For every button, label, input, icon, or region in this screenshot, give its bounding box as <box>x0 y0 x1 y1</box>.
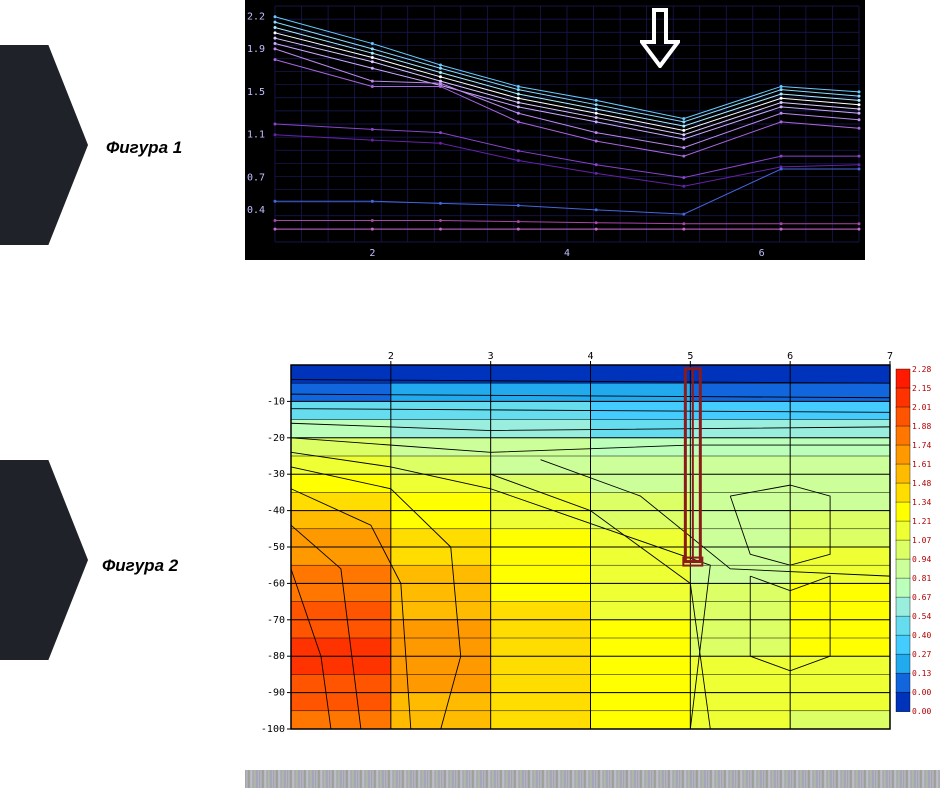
svg-text:2: 2 <box>369 248 375 259</box>
svg-text:0.54: 0.54 <box>912 612 931 621</box>
svg-text:1.34: 1.34 <box>912 498 931 507</box>
svg-text:0.27: 0.27 <box>912 650 931 659</box>
figure2-marker <box>0 460 88 660</box>
svg-text:-30: -30 <box>267 469 285 480</box>
svg-text:-100: -100 <box>261 724 285 735</box>
figure1-marker <box>0 45 88 245</box>
svg-text:-60: -60 <box>267 578 285 589</box>
svg-text:7: 7 <box>887 351 893 362</box>
figure1-label: Фигура 1 <box>106 138 182 158</box>
svg-text:0.13: 0.13 <box>912 669 931 678</box>
svg-text:1.9: 1.9 <box>247 44 265 55</box>
figure1-chart: 0.4 0.7 1.1 1.5 1.9 2.2 2 4 6 <box>245 0 865 260</box>
down-arrow-icon <box>640 8 680 68</box>
svg-text:2.15: 2.15 <box>912 384 931 393</box>
svg-text:2: 2 <box>388 351 394 362</box>
svg-text:1.48: 1.48 <box>912 479 931 488</box>
svg-text:-90: -90 <box>267 688 285 699</box>
svg-text:2.2: 2.2 <box>247 12 265 23</box>
svg-text:4: 4 <box>564 248 570 259</box>
figure2-chart: 2 3 4 5 6 7 -10 -20 -30 -40 -50 -60 -70 -80 -90 -100 2.2… <box>245 345 940 735</box>
svg-text:0.67: 0.67 <box>912 593 931 602</box>
svg-text:0.81: 0.81 <box>912 574 931 583</box>
svg-text:2.28: 2.28 <box>912 365 931 374</box>
svg-text:0.94: 0.94 <box>912 555 931 564</box>
svg-text:1.88: 1.88 <box>912 422 931 431</box>
svg-text:1.61: 1.61 <box>912 460 931 469</box>
svg-text:0.00: 0.00 <box>912 688 931 697</box>
svg-text:1.07: 1.07 <box>912 536 931 545</box>
svg-text:5: 5 <box>687 351 693 362</box>
svg-text:1.21: 1.21 <box>912 517 931 526</box>
svg-text:3: 3 <box>488 351 494 362</box>
svg-text:6: 6 <box>759 248 765 259</box>
svg-text:-80: -80 <box>267 651 285 662</box>
svg-text:1.74: 1.74 <box>912 441 931 450</box>
svg-text:-10: -10 <box>267 396 285 407</box>
svg-text:0.40: 0.40 <box>912 631 931 640</box>
svg-text:2.01: 2.01 <box>912 403 931 412</box>
noise-strip <box>245 770 940 788</box>
svg-text:-70: -70 <box>267 615 285 626</box>
svg-text:1.1: 1.1 <box>247 130 265 141</box>
svg-text:4: 4 <box>588 351 594 362</box>
svg-text:0.00: 0.00 <box>912 707 931 716</box>
svg-text:0.7: 0.7 <box>247 173 265 184</box>
svg-text:-20: -20 <box>267 433 285 444</box>
svg-text:-40: -40 <box>267 506 285 517</box>
svg-text:0.4: 0.4 <box>247 205 265 216</box>
svg-text:1.5: 1.5 <box>247 87 265 98</box>
svg-text:6: 6 <box>787 351 793 362</box>
figure2-label: Фигура 2 <box>102 556 178 576</box>
svg-text:-50: -50 <box>267 542 285 553</box>
